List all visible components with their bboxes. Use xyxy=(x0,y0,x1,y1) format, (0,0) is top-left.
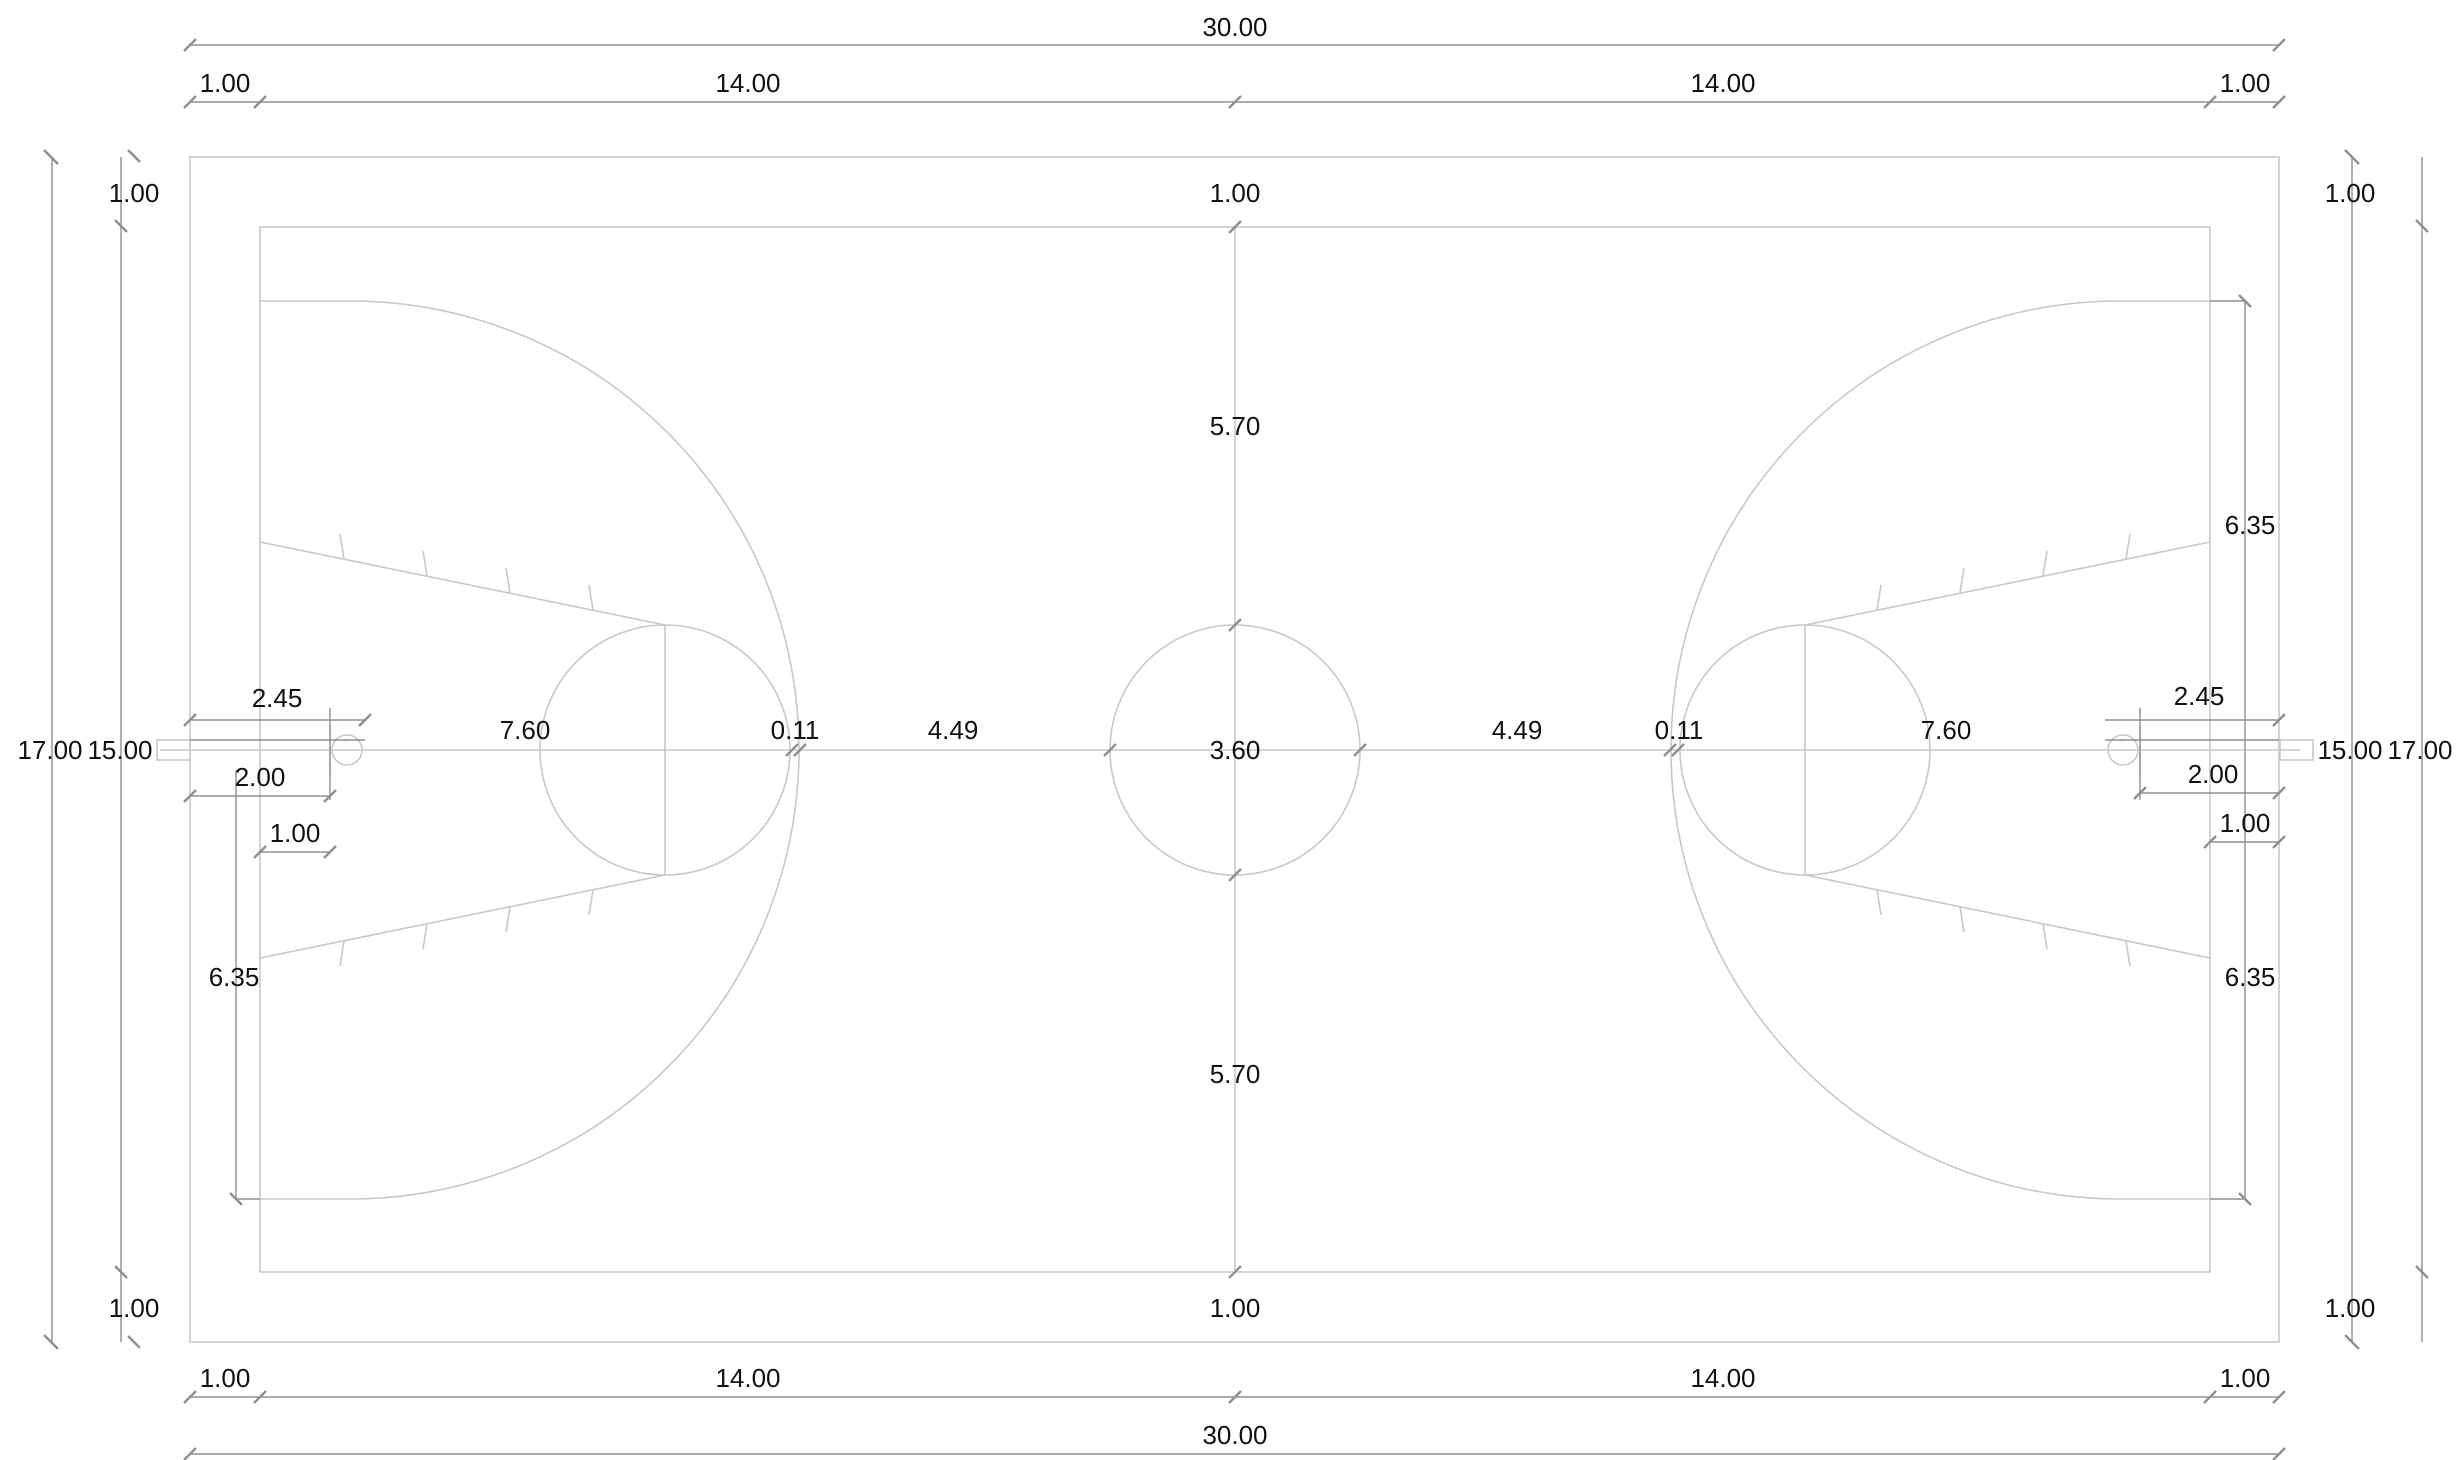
dim-total-width-right: 17.00 xyxy=(2387,735,2452,765)
dim-total-width-left: 17.00 xyxy=(17,735,82,765)
dim-gap-left: 4.49 xyxy=(928,715,979,745)
basket-hoop-left xyxy=(331,734,363,766)
dim-court-width-left: 15.00 xyxy=(87,735,152,765)
dim-side-bottom-center: 1.00 xyxy=(1210,1293,1261,1323)
dim-total-length-bottom: 30.00 xyxy=(1202,1420,1267,1450)
dim-side-bottom-right: 1.00 xyxy=(2325,1293,2376,1323)
dim-side-top-center: 1.00 xyxy=(1210,178,1261,208)
dim-half-bottom-left: 14.00 xyxy=(715,1363,780,1393)
dim-court-width-right: 15.00 xyxy=(2317,735,2382,765)
dim-side-top-left: 1.00 xyxy=(109,178,160,208)
dim-margin-bottom-right: 1.00 xyxy=(2220,1363,2271,1393)
dim-corner-left: 6.35 xyxy=(209,962,260,992)
lane-line-right-bottom xyxy=(1804,874,2211,959)
dim-corner-right-top: 6.35 xyxy=(2225,510,2276,540)
dim-basket-left: 1.00 xyxy=(270,818,321,848)
dimension-ticks xyxy=(43,38,2429,1460)
dim-gap-right: 4.49 xyxy=(1492,715,1543,745)
dim-arc-offset-right: 0.11 xyxy=(1655,715,1704,745)
dimension-lines xyxy=(51,44,2423,1455)
dim-corner-right-bottom: 6.35 xyxy=(2225,962,2276,992)
dim-lane-right: 2.45 xyxy=(2174,681,2225,711)
dim-basket-right: 1.00 xyxy=(2220,808,2271,838)
lane-hash-marks-right xyxy=(1876,533,2131,967)
dim-lane-left: 2.45 xyxy=(252,683,303,713)
basket-hoop-right xyxy=(2107,734,2139,766)
dim-side-top-right: 1.00 xyxy=(2325,178,2376,208)
dim-half-top-right: 14.00 xyxy=(1690,68,1755,98)
lane-line-right-top xyxy=(1804,541,2211,626)
dim-three-point-left: 7.60 xyxy=(500,715,551,745)
dim-centerline-bottom: 5.70 xyxy=(1210,1059,1261,1089)
dim-margin-bottom-left: 1.00 xyxy=(200,1363,251,1393)
dim-arc-offset-left: 0.11 xyxy=(771,715,820,745)
dim-half-top-left: 14.00 xyxy=(715,68,780,98)
dim-backboard-left: 2.00 xyxy=(235,762,286,792)
lane-line-left-bottom xyxy=(259,874,666,959)
dimension-labels: 30.00 1.00 14.00 14.00 1.00 1.00 14.00 1… xyxy=(17,12,2452,1450)
dim-total-length-top: 30.00 xyxy=(1202,12,1267,42)
lane-hash-marks-left xyxy=(339,533,594,967)
support-post-right xyxy=(2279,739,2314,761)
dim-side-bottom-left: 1.00 xyxy=(109,1293,160,1323)
dim-margin-top-left: 1.00 xyxy=(200,68,251,98)
support-post-left xyxy=(156,739,191,761)
dim-center-circle: 3.60 xyxy=(1210,735,1261,765)
dim-three-point-right: 7.60 xyxy=(1921,715,1972,745)
dim-margin-top-right: 1.00 xyxy=(2220,68,2271,98)
lane-line-left-top xyxy=(259,541,666,626)
dim-centerline-top: 5.70 xyxy=(1210,411,1261,441)
dim-backboard-right: 2.00 xyxy=(2188,759,2239,789)
dim-half-bottom-right: 14.00 xyxy=(1690,1363,1755,1393)
